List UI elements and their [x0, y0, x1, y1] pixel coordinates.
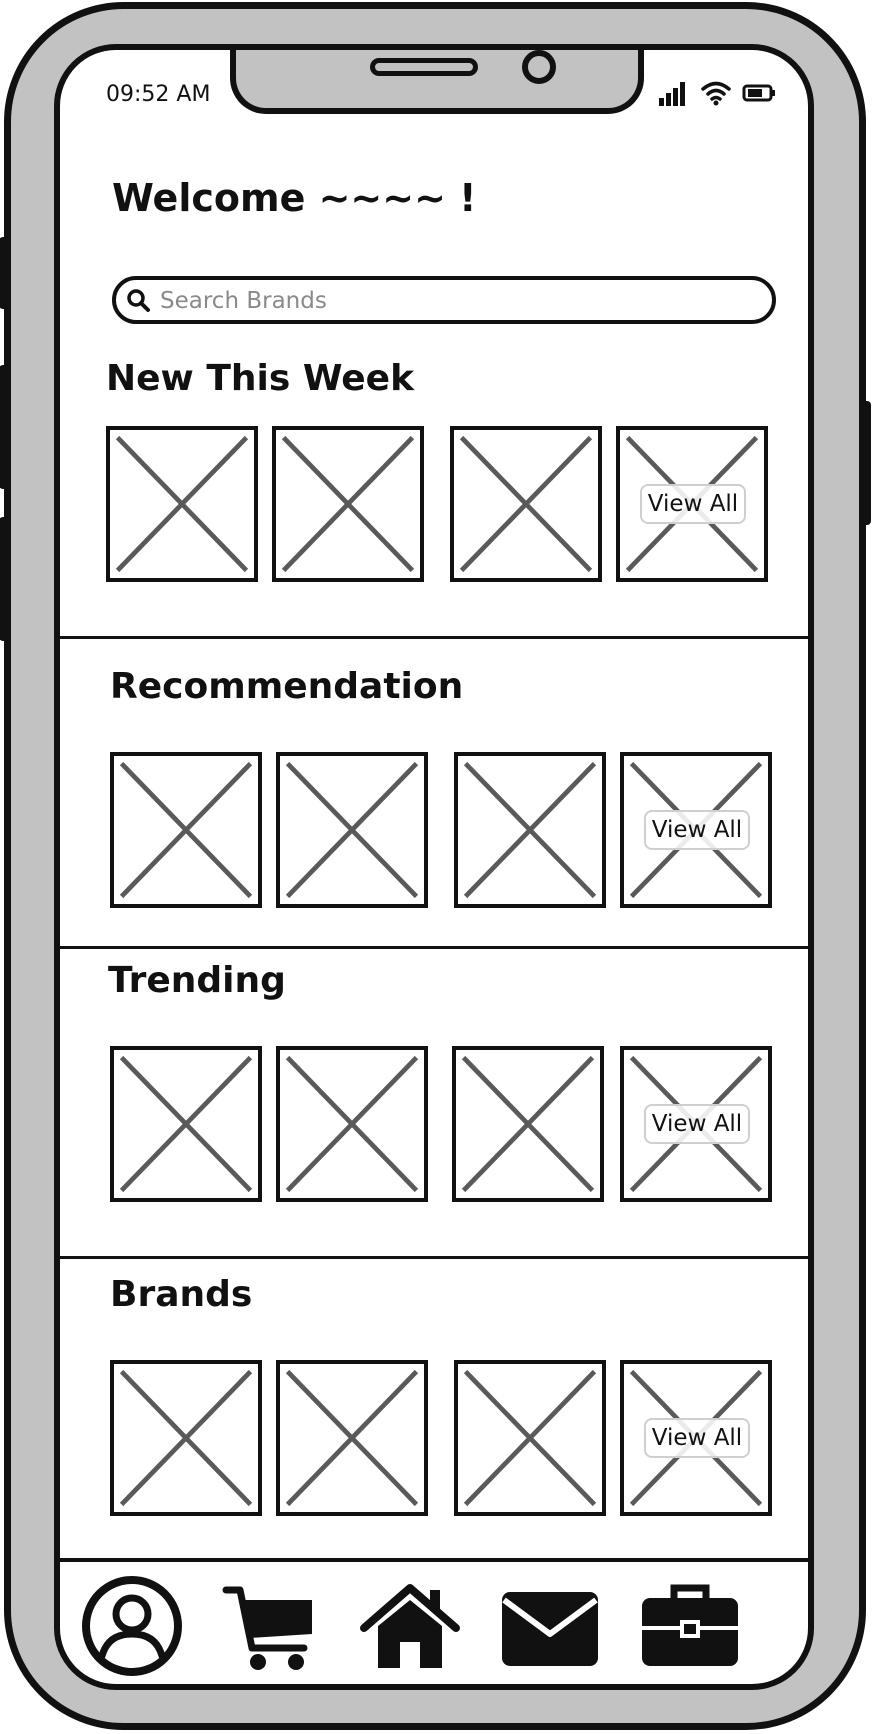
speaker-grille [370, 58, 478, 76]
image-placeholder: View All [620, 1360, 772, 1516]
section-divider [60, 1256, 808, 1259]
image-placeholder[interactable] [450, 426, 602, 582]
section-divider [60, 946, 808, 949]
nav-home-button[interactable] [360, 1576, 460, 1676]
image-placeholder[interactable] [276, 1360, 428, 1516]
image-placeholder[interactable] [110, 1360, 262, 1516]
side-button-left-top [0, 237, 9, 309]
status-time: 09:52 AM [106, 82, 211, 107]
side-button-left-middle [0, 365, 9, 489]
mail-icon [502, 1592, 598, 1666]
front-camera [522, 50, 556, 84]
view-all-button-recommendation[interactable]: View All [644, 810, 750, 850]
section-divider [60, 636, 808, 639]
section-row-recommendation: View All [110, 752, 776, 908]
image-placeholder: View All [620, 752, 772, 908]
section-title-new-this-week: New This Week [106, 358, 415, 399]
profile-icon [82, 1576, 182, 1676]
nav-cart-button[interactable] [220, 1576, 320, 1676]
image-placeholder[interactable] [454, 752, 606, 908]
wifi-icon [701, 81, 731, 106]
section-title-brands: Brands [110, 1274, 253, 1315]
image-placeholder[interactable] [452, 1046, 604, 1202]
image-placeholder: View All [620, 1046, 772, 1202]
side-button-right [861, 401, 871, 525]
image-placeholder[interactable] [272, 426, 424, 582]
section-row-trending: View All [110, 1046, 776, 1202]
view-all-button-brands[interactable]: View All [644, 1418, 750, 1458]
status-icons [658, 78, 780, 108]
battery-icon [742, 84, 775, 102]
section-title-trending: Trending [108, 960, 286, 1001]
section-title-recommendation: Recommendation [110, 666, 464, 707]
nav-profile-button[interactable] [82, 1576, 182, 1676]
section-row-brands: View All [110, 1360, 776, 1516]
image-placeholder[interactable] [276, 752, 428, 908]
home-icon [360, 1584, 460, 1668]
notch [230, 50, 644, 114]
search-icon [127, 289, 150, 312]
nav-work-button[interactable] [640, 1576, 740, 1676]
briefcase-icon [642, 1584, 738, 1666]
bottom-nav [60, 1558, 808, 1684]
view-all-button-new-this-week[interactable]: View All [640, 484, 746, 524]
image-placeholder[interactable] [106, 426, 258, 582]
image-placeholder[interactable] [110, 752, 262, 908]
image-placeholder[interactable] [276, 1046, 428, 1202]
search-input[interactable] [158, 284, 762, 318]
phone-screen: 09:52 AM Welcome ~~~~ ! New This Week [54, 44, 814, 1690]
side-button-left-bottom [0, 517, 9, 641]
nav-mail-button[interactable] [500, 1576, 600, 1676]
image-placeholder[interactable] [110, 1046, 262, 1202]
section-row-new-this-week: View All [106, 426, 772, 582]
image-placeholder: View All [616, 426, 768, 582]
image-placeholder[interactable] [454, 1360, 606, 1516]
signal-icon [659, 82, 685, 106]
search-bar[interactable] [112, 276, 776, 324]
cart-icon [222, 1586, 312, 1670]
view-all-button-trending[interactable]: View All [644, 1104, 750, 1144]
welcome-title: Welcome ~~~~ ! [112, 176, 477, 220]
